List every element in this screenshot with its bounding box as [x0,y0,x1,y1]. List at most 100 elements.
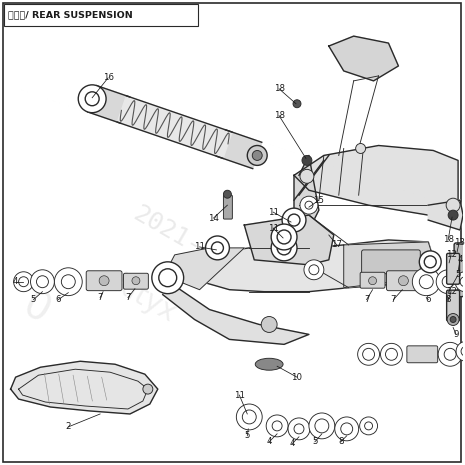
Polygon shape [163,240,433,292]
Circle shape [304,260,324,280]
Circle shape [272,421,282,431]
Text: 11: 11 [268,224,279,232]
Text: 12: 12 [445,250,457,259]
Circle shape [356,144,365,153]
FancyBboxPatch shape [86,271,122,291]
Circle shape [271,235,297,261]
Circle shape [412,268,440,296]
Circle shape [315,419,329,433]
Circle shape [252,151,262,160]
Circle shape [444,348,456,360]
FancyBboxPatch shape [223,195,232,219]
FancyBboxPatch shape [124,273,148,289]
Circle shape [261,317,277,332]
Circle shape [31,270,54,294]
Text: 7: 7 [97,293,103,302]
Polygon shape [428,200,463,230]
Circle shape [143,384,153,394]
Text: 8: 8 [338,437,344,446]
Text: 后悬架/ REAR SUSPENSION: 后悬架/ REAR SUSPENSION [7,11,133,20]
Circle shape [294,424,304,434]
Text: 10: 10 [292,372,303,382]
Circle shape [300,196,318,214]
Polygon shape [294,155,319,240]
Circle shape [152,262,184,294]
Text: 5: 5 [31,295,36,304]
Text: 7: 7 [125,293,131,302]
Circle shape [380,343,402,365]
Circle shape [247,146,267,166]
Text: 18: 18 [443,235,454,245]
Circle shape [305,201,313,209]
Circle shape [369,277,377,285]
Circle shape [424,256,436,268]
Polygon shape [216,130,262,169]
Circle shape [461,346,465,356]
Text: 4: 4 [266,437,272,446]
Text: 9: 9 [453,330,459,339]
Circle shape [385,348,398,360]
Circle shape [54,268,82,296]
Text: kityx: kityx [109,271,181,329]
Text: 4: 4 [457,255,463,264]
Circle shape [242,410,256,424]
Circle shape [359,417,378,435]
Circle shape [358,343,379,365]
Text: 13: 13 [453,239,465,247]
Text: 6: 6 [56,295,61,304]
Circle shape [61,275,75,289]
Text: 11: 11 [234,391,245,399]
Circle shape [302,155,312,166]
Text: 14: 14 [208,213,219,223]
Polygon shape [11,361,158,414]
Bar [4,4,198,26]
Polygon shape [117,96,232,159]
FancyBboxPatch shape [360,272,385,288]
Polygon shape [163,248,244,290]
Circle shape [293,100,301,108]
Text: 6: 6 [425,295,431,304]
Circle shape [288,214,300,226]
Text: 18: 18 [273,111,285,120]
FancyBboxPatch shape [407,346,438,363]
Circle shape [277,241,291,255]
Polygon shape [344,242,433,288]
Text: 11: 11 [268,207,279,217]
Text: 15: 15 [313,196,325,205]
Circle shape [450,317,456,323]
Text: 18: 18 [273,84,285,93]
Polygon shape [294,146,458,215]
Circle shape [206,236,229,260]
Circle shape [288,418,310,440]
Circle shape [266,415,288,437]
Text: 2: 2 [66,422,71,432]
Circle shape [442,276,454,288]
Circle shape [13,272,33,292]
Circle shape [277,230,291,244]
Text: 11: 11 [194,242,205,252]
Circle shape [309,265,319,275]
Circle shape [341,423,352,435]
Circle shape [455,272,465,292]
Polygon shape [163,278,309,345]
Text: 4: 4 [13,277,18,286]
Text: 17: 17 [331,240,342,249]
Circle shape [335,417,359,441]
Circle shape [399,276,408,286]
FancyBboxPatch shape [447,253,459,284]
Text: 8: 8 [445,295,451,304]
Circle shape [419,251,441,273]
Circle shape [132,277,140,285]
Text: 2021-05-17: 2021-05-17 [129,202,271,298]
Circle shape [85,92,99,106]
Circle shape [419,275,433,289]
Text: 0: 0 [15,287,56,332]
Circle shape [460,277,465,287]
Circle shape [212,242,223,254]
Circle shape [447,313,459,326]
Circle shape [271,224,297,250]
Circle shape [282,208,306,232]
Circle shape [438,342,462,366]
Text: 4: 4 [289,439,295,448]
Circle shape [236,404,262,430]
